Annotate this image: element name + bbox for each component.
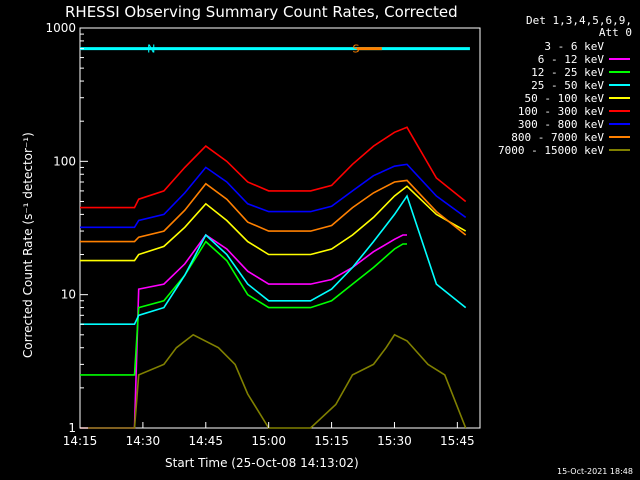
- series-line-5: [80, 126, 467, 209]
- chart-title: RHESSI Observing Summary Count Rates, Co…: [65, 3, 458, 21]
- legend-label: 300 - 800 keV: [518, 118, 604, 131]
- series-line-1: [80, 233, 407, 429]
- legend-label: 6 - 12 keV: [538, 53, 605, 66]
- y-tick-label: 100: [53, 154, 76, 168]
- y-axis-label: Corrected Count Rate (s⁻¹ detector⁻¹): [21, 132, 35, 358]
- series-line-7: [80, 179, 467, 243]
- y-tick-label: 1: [68, 421, 76, 435]
- y-tick-label: 10: [61, 288, 76, 302]
- x-axis-label: Start Time (25-Oct-08 14:13:02): [165, 456, 359, 470]
- x-tick-label: 14:15: [63, 434, 98, 448]
- series-line-6: [80, 163, 467, 229]
- legend-label: 25 - 50 keV: [531, 79, 604, 92]
- legend-label: 800 - 7000 keV: [511, 131, 604, 144]
- annotation-label: S: [353, 43, 360, 56]
- legend-label: 7000 - 15000 keV: [498, 144, 604, 157]
- series-line-8: [80, 333, 467, 429]
- legend-label: 12 - 25 keV: [531, 66, 604, 79]
- series-line-2: [80, 240, 407, 376]
- legend-header: Det 1,3,4,5,6,9,: [526, 14, 632, 27]
- legend-label: 3 - 6 keV: [544, 40, 604, 53]
- series-line-3: [80, 194, 467, 326]
- x-tick-label: 15:15: [314, 434, 349, 448]
- series-line-0: [80, 253, 407, 429]
- x-axis: 14:15 14:30 14:45 15:00 15:15 15:30 15:45: [63, 422, 475, 448]
- x-tick-label: 14:45: [188, 434, 223, 448]
- annotation-s: S: [353, 43, 382, 56]
- x-tick-label: 14:30: [126, 434, 161, 448]
- x-tick-label: 15:30: [377, 434, 412, 448]
- series-line-4: [80, 185, 467, 262]
- legend-label: 100 - 300 keV: [518, 105, 604, 118]
- annotation-n: N: [80, 43, 470, 56]
- footer-timestamp: 15-Oct-2021 18:48: [557, 467, 633, 476]
- x-tick-label: 15:45: [440, 434, 475, 448]
- y-axis: 1 10 100 1000: [45, 21, 88, 435]
- legend-header: Att 0: [599, 26, 632, 39]
- annotation-label: N: [147, 43, 155, 56]
- x-tick-label: 15:00: [251, 434, 286, 448]
- y-tick-label: 1000: [45, 21, 76, 35]
- legend-label: 50 - 100 keV: [525, 92, 605, 105]
